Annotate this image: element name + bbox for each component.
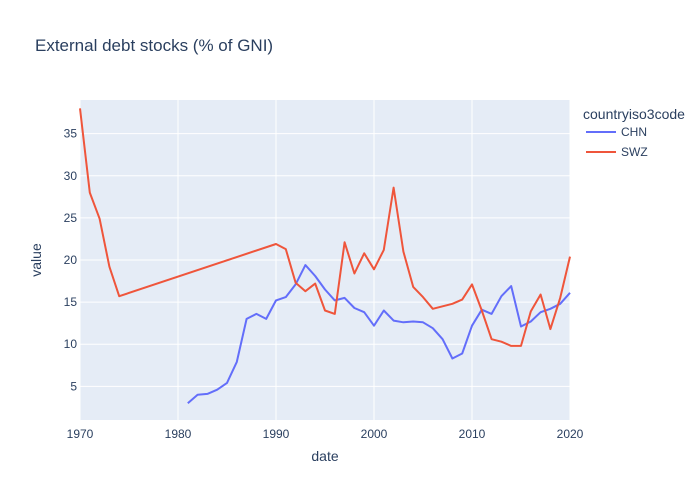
- y-tick-label: 25: [64, 211, 78, 225]
- legend-item-chn[interactable]: CHN: [586, 125, 647, 139]
- grid-lines: [79, 100, 571, 420]
- y-tick-label: 15: [64, 295, 78, 309]
- y-tick-label: 10: [64, 337, 78, 351]
- y-axis-ticks: 5 10 15 20 25 30 35: [64, 127, 78, 394]
- series-line-swz: [79, 108, 571, 347]
- y-tick-label: 30: [64, 169, 78, 183]
- x-tick-label: 2000: [361, 427, 388, 441]
- y-tick-label: 35: [64, 127, 78, 141]
- y-tick-label: 5: [70, 379, 77, 393]
- series-lines: [79, 108, 571, 404]
- x-tick-label: 1980: [165, 427, 192, 441]
- x-tick-label: 1970: [67, 427, 94, 441]
- y-tick-label: 20: [64, 253, 78, 267]
- x-tick-label: 2010: [459, 427, 486, 441]
- x-tick-label: 2020: [557, 427, 584, 441]
- x-axis-title: date: [311, 448, 338, 464]
- legend[interactable]: countryiso3code CHN SWZ: [583, 106, 685, 159]
- legend-item-swz[interactable]: SWZ: [586, 145, 648, 159]
- legend-label: SWZ: [621, 145, 648, 159]
- y-axis-title: value: [28, 243, 44, 277]
- x-axis-ticks: 1970 1980 1990 2000 2010 2020: [67, 427, 584, 441]
- legend-title: countryiso3code: [583, 106, 685, 122]
- chart-title: External debt stocks (% of GNI): [35, 36, 273, 55]
- series-line-chn: [187, 264, 571, 404]
- x-tick-label: 1990: [263, 427, 290, 441]
- legend-label: CHN: [621, 125, 647, 139]
